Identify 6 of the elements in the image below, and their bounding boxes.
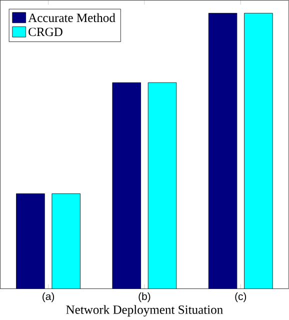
x-tick-label: (b): [138, 292, 150, 302]
legend-label: CRGD: [28, 28, 62, 36]
x-tick-label: (a): [42, 292, 54, 302]
legend-label: Accurate Method: [28, 13, 116, 22]
x-axis-title: Network Deployment Situation: [66, 305, 223, 317]
x-tick-label: (c): [235, 292, 246, 302]
